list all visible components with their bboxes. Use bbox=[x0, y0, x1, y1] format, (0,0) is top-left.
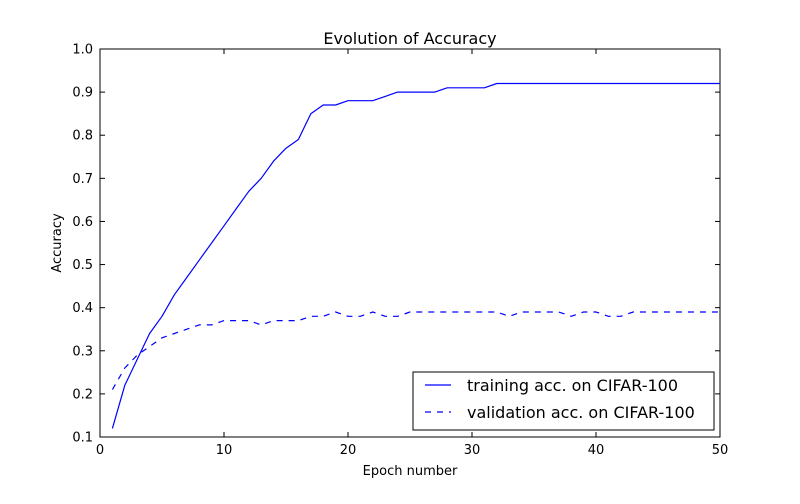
y-tick-label: 0.5 bbox=[72, 258, 93, 273]
legend-box bbox=[412, 371, 715, 431]
y-tick-label: 0.8 bbox=[72, 129, 93, 144]
legend-label-validation: validation acc. on CIFAR-100 bbox=[467, 403, 695, 422]
y-axis-label: Accuracy bbox=[50, 213, 65, 273]
y-tick-label: 0.6 bbox=[72, 215, 93, 230]
ticks-layer: 0 10 20 30 40 50 0.1 0.2 0.3 0.4 0.5 0.6 0.7 0.8 0.9 1.… bbox=[72, 43, 728, 459]
x-axis-label: Epoch number bbox=[363, 464, 458, 479]
x-tick-label: 0 bbox=[96, 443, 104, 458]
series-layer bbox=[111, 82, 720, 429]
x-tick-label: 10 bbox=[216, 443, 233, 458]
chart-title: Evolution of Accuracy bbox=[323, 29, 496, 48]
legend: training acc. on CIFAR-100 validation ac… bbox=[412, 371, 715, 431]
legend-label-training: training acc. on CIFAR-100 bbox=[467, 376, 678, 395]
y-tick-label: 0.7 bbox=[72, 172, 93, 187]
y-tick-label: 0.4 bbox=[72, 301, 93, 316]
y-tick-label: 0.9 bbox=[72, 86, 93, 101]
plot-area-frame bbox=[99, 48, 721, 438]
y-tick-label: 0.2 bbox=[72, 387, 93, 402]
x-tick-label: 50 bbox=[712, 443, 729, 458]
y-tick-label: 0.3 bbox=[72, 344, 93, 359]
validation-accuracy-line bbox=[111, 311, 720, 390]
y-tick-label: 1.0 bbox=[72, 43, 93, 58]
x-tick-label: 30 bbox=[464, 443, 481, 458]
training-accuracy-line bbox=[111, 82, 720, 429]
x-tick-label: 20 bbox=[340, 443, 357, 458]
y-tick-label: 0.1 bbox=[72, 431, 93, 446]
x-tick-label: 40 bbox=[588, 443, 605, 458]
